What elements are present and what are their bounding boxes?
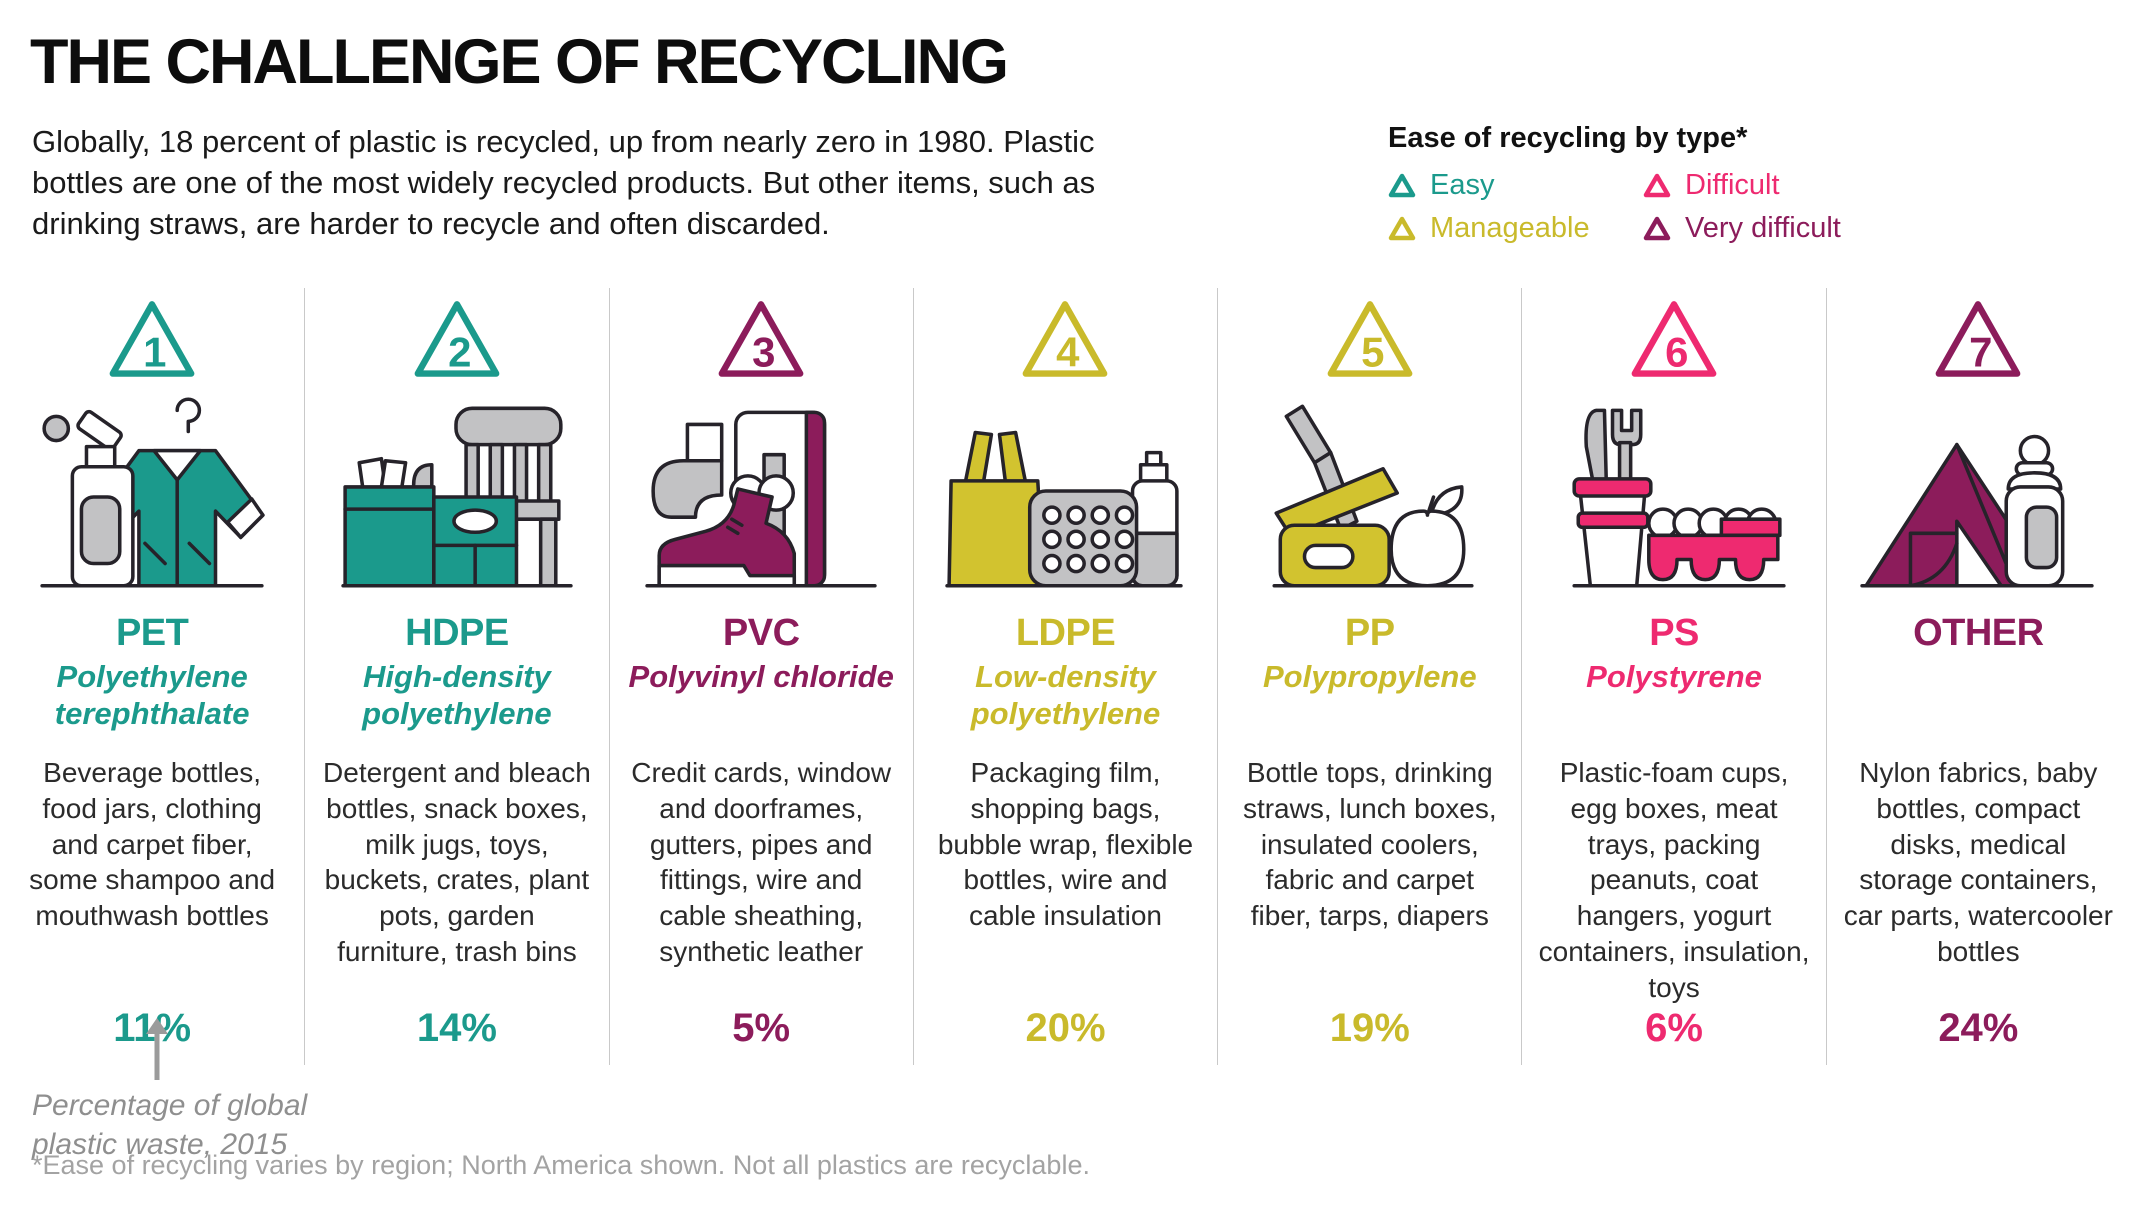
column-pet: 1 PET Polyethylene terephthalate — [0, 288, 304, 1065]
column-other: 7 OTHER Nylon fabrics, baby bottles, com… — [1825, 288, 2130, 1065]
plastic-description: Nylon fabrics, baby bottles, compact dis… — [1843, 757, 2113, 968]
legend-label: Difficult — [1685, 169, 1780, 201]
plastic-description: Plastic-foam cups, egg boxes, meat trays… — [1538, 757, 1810, 1003]
recycle-code-1-triangle-icon: 1 — [109, 301, 195, 377]
triangle-difficult-icon — [1643, 173, 1671, 197]
recycle-code-2-triangle-icon: 2 — [414, 301, 500, 377]
column-ldpe: 4 LDPE Low-density polyethylene Packagin… — [912, 288, 1217, 1065]
svg-text:2: 2 — [448, 328, 471, 375]
legend-item-manageable: Manageable — [1388, 212, 1643, 245]
waste-share: 19% — [1329, 1005, 1410, 1050]
plastic-code: PET — [115, 612, 189, 654]
column-ps: 6 PS Polystyrene Plastic-foam cup — [1521, 288, 1825, 1065]
plastic-code: OTHER — [1913, 612, 2044, 654]
plastic-code: LDPE — [1015, 612, 1116, 654]
svg-text:3: 3 — [752, 328, 775, 375]
plastic-full-name: Polyethylene terephthalate — [54, 659, 250, 731]
other-illustration-icon — [1852, 392, 2104, 596]
plastic-full-name: Polyvinyl chloride — [628, 659, 894, 694]
arrow-up-icon — [146, 1018, 168, 1080]
plastic-code: PVC — [722, 612, 800, 654]
column-pvc: 3 PVC Polyvinyl chloride Credit cards, w… — [608, 288, 913, 1065]
svg-text:7: 7 — [1969, 328, 1992, 375]
footnote: *Ease of recycling varies by region; Nor… — [32, 1150, 1090, 1180]
legend-item-easy: Easy — [1388, 169, 1643, 202]
plastic-description: Detergent and bleach bottles, snack boxe… — [323, 757, 591, 968]
column-hdpe: 2 HDP — [304, 288, 608, 1065]
triangle-easy-icon — [1388, 173, 1416, 197]
annotation-label: Percentage of global plastic waste, 2015 — [32, 1089, 308, 1161]
legend-item-difficult: Difficult — [1643, 169, 1841, 202]
intro-paragraph: Globally, 18 percent of plastic is recyc… — [32, 124, 1096, 241]
legend-label: Easy — [1430, 169, 1495, 201]
page-title: THE CHALLENGE OF RECYCLING — [30, 27, 1009, 97]
pvc-illustration-icon — [635, 392, 887, 596]
plastic-code: HDPE — [405, 612, 509, 654]
svg-text:4: 4 — [1057, 328, 1081, 375]
recycle-code-6-triangle-icon: 6 — [1631, 301, 1717, 377]
recycle-code-5-triangle-icon: 5 — [1327, 301, 1413, 377]
ease-legend: Ease of recycling by type* Easy Manageab… — [1388, 122, 1841, 245]
recycle-code-4-triangle-icon: 4 — [1023, 301, 1108, 377]
waste-share: 24% — [1938, 1005, 2019, 1050]
hdpe-illustration-icon — [331, 392, 583, 596]
share-annotation: Percentage of global plastic waste, 2015 — [32, 1016, 332, 1164]
legend-item-very-difficult: Very difficult — [1643, 212, 1841, 245]
plastic-full-name: High-density polyethylene — [362, 659, 552, 731]
triangle-manageable-icon — [1388, 216, 1416, 240]
plastic-description: Beverage bottles, food jars, clothing an… — [29, 757, 276, 932]
pp-illustration-icon — [1244, 392, 1496, 596]
column-pp: 5 PP Polypropylene Bottle tops, drinking… — [1217, 288, 1521, 1065]
plastic-full-name — [1833, 659, 2124, 745]
ps-illustration-icon — [1548, 392, 1800, 596]
plastic-type-columns: 1 PET Polyethylene terephthalate — [0, 288, 2130, 1065]
svg-text:6: 6 — [1665, 328, 1688, 375]
waste-share: 14% — [416, 1005, 497, 1050]
plastic-full-name: Low-density polyethylene — [970, 659, 1161, 731]
legend-grid: Easy Manageable Difficult Very difficult — [1388, 169, 1841, 245]
svg-text:1: 1 — [143, 328, 166, 375]
plastic-description: Packaging film, shopping bags, bubble wr… — [937, 757, 1194, 932]
triangle-very-difficult-icon — [1643, 216, 1671, 240]
plastic-code: PP — [1344, 612, 1395, 654]
legend-label: Very difficult — [1685, 212, 1841, 244]
plastic-code: PS — [1649, 612, 1699, 654]
ldpe-illustration-icon — [939, 392, 1191, 596]
waste-share: 6% — [1645, 1005, 1703, 1050]
recycle-code-7-triangle-icon: 7 — [1935, 301, 2021, 377]
plastic-full-name: Polypropylene — [1262, 659, 1477, 694]
waste-share: 20% — [1025, 1005, 1106, 1050]
legend-label: Manageable — [1430, 212, 1590, 244]
plastic-full-name: Polystyrene — [1586, 659, 1762, 694]
svg-text:5: 5 — [1361, 328, 1384, 375]
plastic-description: Bottle tops, drinking straws, lunch boxe… — [1242, 757, 1497, 932]
legend-title: Ease of recycling by type* — [1388, 122, 1748, 154]
pet-illustration-icon — [26, 392, 278, 596]
waste-share: 5% — [732, 1005, 791, 1050]
recycle-code-3-triangle-icon: 3 — [718, 301, 804, 377]
plastic-description: Credit cards, window and doorframes, gut… — [631, 757, 892, 968]
